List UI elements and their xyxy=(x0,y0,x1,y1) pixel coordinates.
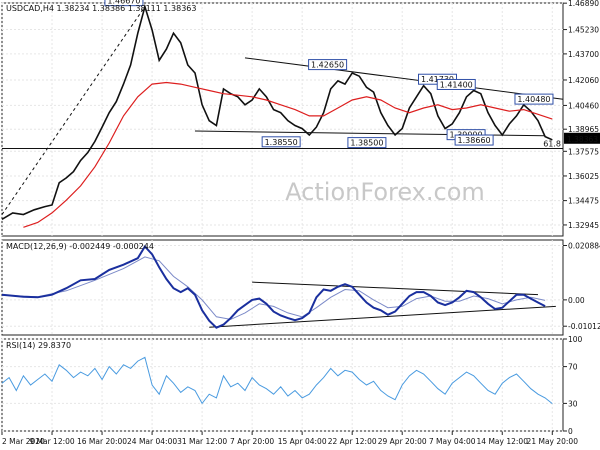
panel-frame-0 xyxy=(1,2,564,237)
x-tick-label: 24 Mar 04:00 xyxy=(127,437,177,446)
macd-main-line xyxy=(1,244,546,329)
rsi-tick-label: 100 xyxy=(568,335,583,344)
price-tick-label: 1.37575 xyxy=(568,147,599,156)
price-annotation-label: 1.38500 xyxy=(350,139,383,148)
rsi-title: RSI(14) 29.8370 xyxy=(6,341,71,350)
price-candles-series xyxy=(1,3,553,220)
x-tick-label: 21 May 20:00 xyxy=(527,437,579,446)
price-annotation-label: 1.40480 xyxy=(517,95,550,104)
current-price-label: 1.38363 xyxy=(567,135,598,144)
panel-frame-2 xyxy=(1,338,564,432)
rsi-tick-label: 70 xyxy=(568,363,578,372)
macd-tick-label: -0.010121 xyxy=(568,322,600,331)
price-trendline-0 xyxy=(1,6,146,215)
macd-tick-label: 0.020884 xyxy=(568,242,600,251)
price-tick-label: 1.43700 xyxy=(568,50,599,59)
price-annotation-box xyxy=(436,78,476,90)
price-annotation-box xyxy=(454,134,494,146)
price-annotation-label: 1.38550 xyxy=(265,138,298,147)
price-annotation-box xyxy=(261,136,301,148)
price-annotation-box xyxy=(308,59,348,71)
x-tick-label: 7 May 04:00 xyxy=(429,437,476,446)
price-tick-label: 1.46890 xyxy=(568,0,599,8)
price-tick-label: 1.45230 xyxy=(568,26,599,35)
price-tick-label: 1.32945 xyxy=(568,221,599,230)
fib-618-label: 61.8 xyxy=(543,140,561,149)
rsi-line xyxy=(1,356,553,405)
macd-tick-label: 0.00 xyxy=(568,296,585,305)
x-tick-label: 2 Mar 2020 xyxy=(2,437,45,446)
x-tick-label: 9 Mar 12:00 xyxy=(29,437,75,446)
price-annotation-label: 1.46670 xyxy=(107,0,140,6)
price-chart-title: USDCAD,H4 1.38234 1.38386 1.38111 1.3836… xyxy=(6,4,196,13)
x-tick-label: 22 Apr 12:00 xyxy=(328,437,377,446)
price-tick-label: 1.36025 xyxy=(568,172,599,181)
macd-trendline-1 xyxy=(252,281,539,296)
macd-title: MACD(12,26,9) -0.002449 -0.000244 xyxy=(6,242,154,251)
price-trendline-1 xyxy=(244,57,564,100)
price-annotation-label: 1.38660 xyxy=(458,136,491,145)
price-tick-label: 1.42060 xyxy=(568,76,599,85)
price-tick-label: 1.34475 xyxy=(568,197,599,206)
panel-frame-1 xyxy=(1,239,564,336)
price-annotation-box xyxy=(104,0,144,7)
x-tick-label: 29 Apr 20:00 xyxy=(378,437,427,446)
x-tick-label: 31 Mar 12:00 xyxy=(177,437,227,446)
price-annotation-label: 1.42650 xyxy=(311,61,344,70)
price-tick-label: 1.40460 xyxy=(568,101,599,110)
rsi-tick-label: 0 xyxy=(568,427,573,436)
x-tick-label: 16 Mar 20:00 xyxy=(77,437,127,446)
x-tick-label: 14 May 12:00 xyxy=(477,437,529,446)
price-annotation-box xyxy=(347,137,387,149)
moving-average-line xyxy=(23,81,553,228)
price-tick-label: 1.38965 xyxy=(568,125,599,134)
price-annotation-box xyxy=(514,93,554,105)
x-tick-label: 15 Apr 04:00 xyxy=(278,437,327,446)
macd-trendline-0 xyxy=(209,305,556,328)
current-price-marker xyxy=(564,132,600,144)
price-annotation-label: 1.41400 xyxy=(440,80,473,89)
rsi-tick-label: 30 xyxy=(568,399,578,408)
watermark: ActionForex.com xyxy=(285,178,485,206)
x-tick-label: 7 Apr 20:00 xyxy=(230,437,274,446)
